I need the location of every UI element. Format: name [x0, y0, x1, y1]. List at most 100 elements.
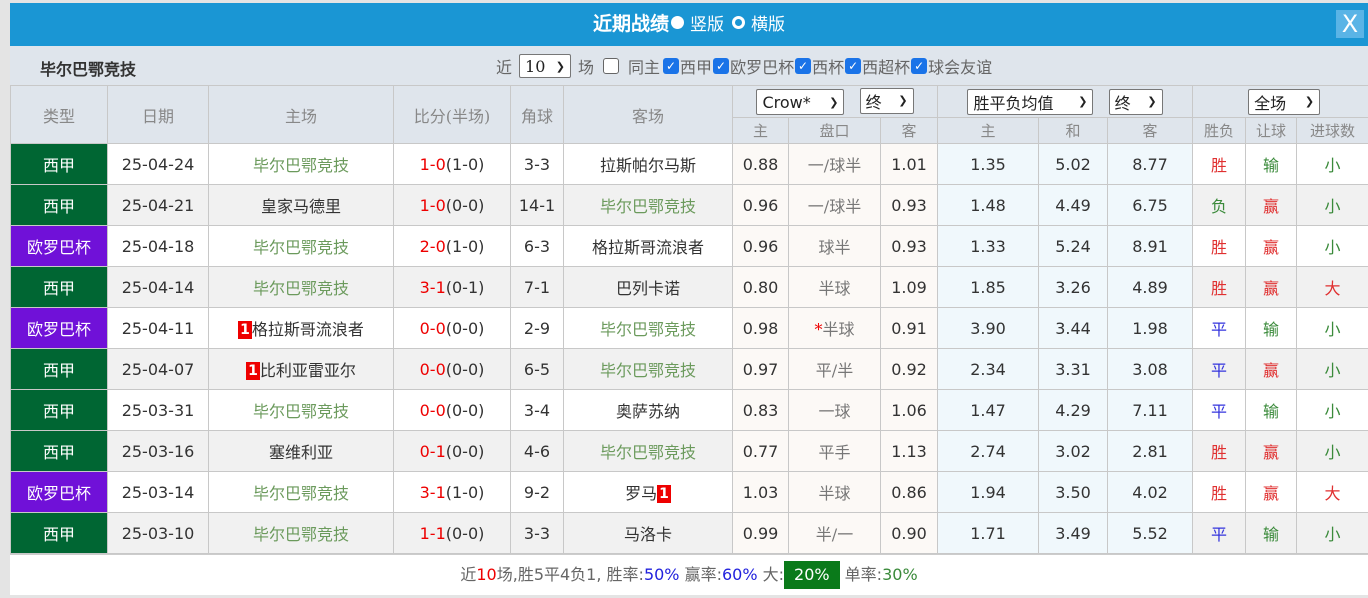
- euro-stage-value: 终: [1114, 93, 1131, 113]
- home-team-name[interactable]: 毕尔巴鄂竞技: [252, 156, 349, 175]
- euro-draw-odds: 3.02: [1038, 430, 1109, 472]
- full-time-score: 0-0: [419, 318, 446, 338]
- euro-home-odds: 1.94: [937, 471, 1040, 513]
- cover-rate: 60%: [721, 565, 758, 584]
- euro-home-odds: 1.48: [937, 184, 1040, 226]
- handicap-result-cell: 输: [1245, 143, 1298, 185]
- corner-cell: 14-1: [510, 184, 564, 226]
- sub-header: 盘口: [788, 117, 881, 144]
- league-cell: 欧罗巴杯: [10, 307, 108, 349]
- handicap-away-odds: 0.92: [879, 348, 939, 390]
- away-team-name[interactable]: 拉斯帕尔马斯: [599, 156, 696, 175]
- competition-checkbox[interactable]: ✓: [845, 58, 862, 74]
- away-team-name[interactable]: 马洛卡: [623, 525, 672, 544]
- competition-checkbox[interactable]: ✓: [663, 58, 680, 74]
- league-cell: 西甲: [10, 348, 108, 390]
- goals-cell: 小: [1296, 184, 1368, 226]
- euro-draw-odds: 4.49: [1038, 184, 1109, 226]
- table-row: 西甲 25-03-10 毕尔巴鄂竞技 1-1(0-0) 3-3 马洛卡 0.99 半/一 0.9…: [10, 512, 1368, 554]
- handicap-result-cell: 赢: [1245, 348, 1298, 390]
- date-cell: 25-04-11: [107, 307, 209, 349]
- away-team-name[interactable]: 罗马: [625, 484, 658, 503]
- table-row: 西甲 25-04-14 毕尔巴鄂竞技 3-1(0-1) 7-1 巴列卡诺 0.80 半球 1.0…: [10, 266, 1368, 308]
- handicap-company-select[interactable]: Crow* ❯: [756, 89, 845, 116]
- same-home-checkbox[interactable]: [603, 58, 620, 74]
- euro-home-odds: 1.33: [937, 225, 1040, 267]
- away-team-name[interactable]: 毕尔巴鄂竞技: [599, 197, 696, 216]
- chevron-down-icon: ❯: [555, 59, 566, 73]
- table-row: 欧罗巴杯 25-04-11 1 格拉斯哥流浪者 0-0(0-0) 2-9 毕尔巴鄂竞技 0.9…: [10, 307, 1368, 349]
- away-team-cell: 毕尔巴鄂竞技: [563, 348, 733, 390]
- home-team-name[interactable]: 毕尔巴鄂竞技: [252, 402, 349, 421]
- league-cell: 西甲: [10, 512, 108, 554]
- euro-type-value: 胜平负均值: [973, 93, 1054, 113]
- corner-cell: 3-3: [510, 512, 564, 554]
- euro-draw-odds: 3.26: [1038, 266, 1109, 308]
- full-time-score: 0-0: [419, 400, 446, 420]
- handicap-line-text: 半球: [822, 320, 855, 339]
- home-team-name[interactable]: 皇家马德里: [260, 197, 341, 216]
- red-card-icon: 1: [246, 362, 260, 380]
- summary-bar: 近10场,胜5平4负1, 胜率:50% 赢率:60% 大: 20% 单率:30%: [10, 554, 1368, 594]
- handicap-line: 平/半: [788, 348, 881, 390]
- table-row: 西甲 25-03-16 塞维利亚 0-1(0-0) 4-6 毕尔巴鄂竞技 0.77 平手 1.1…: [10, 430, 1368, 472]
- win-rate: 50%: [643, 565, 680, 584]
- euro-home-odds: 1.35: [937, 143, 1040, 185]
- option-vertical-label[interactable]: 竖版: [690, 15, 724, 35]
- away-team-name[interactable]: 毕尔巴鄂竞技: [599, 443, 696, 462]
- handicap-away-odds: 0.86: [879, 471, 939, 513]
- goals-cell: 小: [1296, 512, 1368, 554]
- table-row: 欧罗巴杯 25-04-18 毕尔巴鄂竞技 2-0(1-0) 6-3 格拉斯哥流浪者 0.96…: [10, 225, 1368, 267]
- away-team-name[interactable]: 毕尔巴鄂竞技: [599, 361, 696, 380]
- away-team-cell: 拉斯帕尔马斯: [563, 143, 733, 185]
- competition-checkbox[interactable]: ✓: [713, 58, 730, 74]
- league-cell: 欧罗巴杯: [10, 471, 108, 513]
- home-team-name[interactable]: 毕尔巴鄂竞技: [252, 238, 349, 257]
- handicap-stage-select[interactable]: 终 ❯: [859, 87, 914, 114]
- home-team-name[interactable]: 毕尔巴鄂竞技: [252, 484, 349, 503]
- radio-vertical[interactable]: [671, 16, 684, 29]
- sub-header: 胜负: [1192, 117, 1247, 144]
- handicap-result-cell: 赢: [1245, 225, 1298, 267]
- full-time-score: 3-1: [419, 277, 446, 297]
- chevron-down-icon: ❯: [898, 94, 908, 108]
- home-team-name[interactable]: 毕尔巴鄂竞技: [252, 279, 349, 298]
- euro-header: 胜平负均值 ❯ 终 ❯: [937, 85, 1194, 118]
- game-count-select[interactable]: 10 ❯: [519, 54, 572, 78]
- euro-type-select[interactable]: 胜平负均值 ❯: [967, 88, 1094, 115]
- away-team-name[interactable]: 毕尔巴鄂竞技: [599, 320, 696, 339]
- result-scope-select[interactable]: 全场 ❯: [1248, 88, 1321, 115]
- over-rate: 20%: [784, 561, 840, 589]
- competition-checkbox[interactable]: ✓: [911, 58, 928, 74]
- away-team-name[interactable]: 格拉斯哥流浪者: [591, 238, 704, 257]
- euro-draw-odds: 5.02: [1038, 143, 1109, 185]
- home-team-cell: 毕尔巴鄂竞技: [208, 471, 394, 513]
- result-cell: 负: [1192, 184, 1247, 226]
- home-team-name[interactable]: 比利亚雷亚尔: [259, 361, 356, 380]
- euro-stage-select[interactable]: 终 ❯: [1108, 88, 1163, 115]
- game-count-value: 10: [525, 56, 546, 76]
- corner-cell: 2-9: [510, 307, 564, 349]
- table-row: 欧罗巴杯 25-03-14 毕尔巴鄂竞技 3-1(1-0) 9-2 罗马 1 1.03 半球 0.…: [10, 471, 1368, 513]
- handicap-line: 一/球半: [788, 184, 881, 226]
- home-team-name[interactable]: 毕尔巴鄂竞技: [252, 525, 349, 544]
- radio-horizontal[interactable]: [732, 16, 745, 29]
- handicap-result-cell: 赢: [1245, 266, 1298, 308]
- option-horizontal-label[interactable]: 横版: [751, 15, 785, 35]
- away-team-name[interactable]: 奥萨苏纳: [615, 402, 680, 421]
- chevron-down-icon: ❯: [1147, 95, 1157, 108]
- handicap-home-odds: 0.96: [732, 184, 789, 226]
- home-team-name[interactable]: 塞维利亚: [268, 443, 333, 462]
- euro-home-odds: 1.85: [937, 266, 1040, 308]
- handicap-away-odds: 1.09: [879, 266, 939, 308]
- close-button[interactable]: X: [1336, 10, 1364, 38]
- handicap-line: 平手: [788, 430, 881, 472]
- away-team-name[interactable]: 巴列卡诺: [615, 279, 680, 298]
- home-team-name[interactable]: 格拉斯哥流浪者: [251, 320, 364, 339]
- handicap-line-text: 半/一: [815, 525, 854, 544]
- score-cell: 2-0(1-0): [393, 225, 511, 267]
- competition-checkbox[interactable]: ✓: [795, 58, 812, 74]
- handicap-line: 一球: [788, 389, 881, 431]
- result-scope-value: 全场: [1254, 93, 1287, 113]
- half-time-score: (1-0): [445, 482, 485, 502]
